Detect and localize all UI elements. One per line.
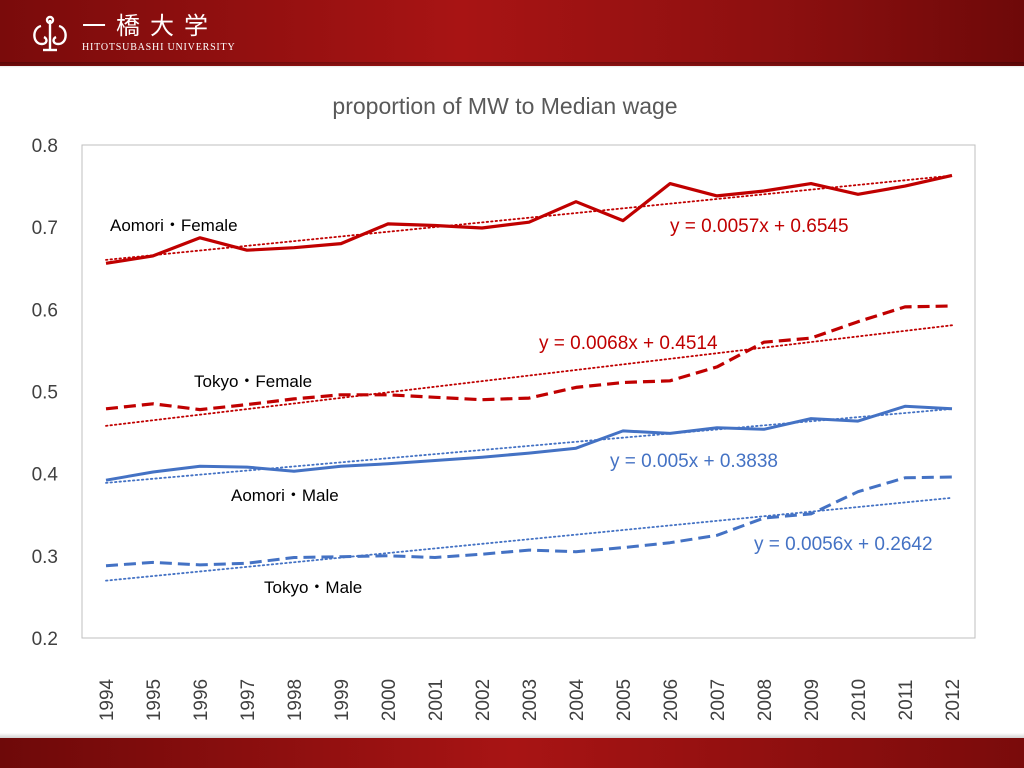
y-tick-label: 0.3 bbox=[32, 547, 58, 568]
x-tick-label: 2005 bbox=[614, 679, 635, 721]
trendline-equation-1: y = 0.0057x + 0.6545 bbox=[670, 216, 849, 237]
hitotsubashi-emblem-icon bbox=[33, 15, 67, 52]
trendline-4 bbox=[105, 496, 953, 582]
trendline-equation-4: y = 0.0056x + 0.2642 bbox=[754, 534, 933, 555]
x-tick-label: 1994 bbox=[97, 678, 118, 721]
plot-area-border bbox=[81, 144, 976, 639]
trendline-1 bbox=[105, 174, 953, 261]
x-tick-label: 2006 bbox=[661, 679, 682, 721]
x-tick-label: 1999 bbox=[332, 679, 353, 721]
y-tick-label: 0.6 bbox=[32, 300, 58, 321]
x-tick-label: 2010 bbox=[849, 679, 870, 721]
x-tick-label: 1998 bbox=[285, 679, 306, 721]
series-line-3 bbox=[105, 404, 953, 482]
header-shadow bbox=[0, 62, 1024, 68]
series-line-1 bbox=[105, 173, 953, 265]
y-tick-label: 0.4 bbox=[32, 465, 59, 486]
x-tick-label: 2011 bbox=[896, 680, 917, 721]
y-tick-label: 0.5 bbox=[32, 383, 58, 404]
trendline-equation-3: y = 0.005x + 0.3838 bbox=[610, 451, 778, 472]
line-chart: 0.8 0.7 0.6 0.5 0.4 0.3 0.2 1994 1995 1996 1997 199… bbox=[32, 136, 976, 721]
chart-title: proportion of MW to Median wage bbox=[332, 93, 678, 119]
header-bar bbox=[0, 0, 1024, 66]
x-tick-label: 2012 bbox=[943, 679, 964, 721]
x-tick-label: 1996 bbox=[191, 679, 212, 721]
x-tick-label: 2008 bbox=[755, 679, 776, 721]
university-name-english: HITOTSUBASHI UNIVERSITY bbox=[82, 42, 236, 53]
y-tick-label: 0.8 bbox=[32, 136, 58, 157]
x-tick-label: 2002 bbox=[473, 679, 494, 721]
series-label-2: Tokyo・Female bbox=[194, 372, 312, 391]
x-tick-label: 2000 bbox=[379, 679, 400, 721]
university-name-japanese: 一橋大学 bbox=[82, 12, 218, 40]
x-tick-label: 2001 bbox=[426, 679, 447, 721]
trendline-3 bbox=[105, 408, 953, 484]
series-line-4 bbox=[105, 475, 953, 568]
y-tick-label: 0.2 bbox=[32, 629, 58, 650]
trendline-equation-2: y = 0.0068x + 0.4514 bbox=[539, 333, 718, 354]
x-tick-label: 1997 bbox=[238, 679, 259, 721]
x-tick-label: 1995 bbox=[144, 679, 165, 721]
x-tick-label: 2007 bbox=[708, 679, 729, 721]
footer-bar bbox=[0, 738, 1024, 768]
x-tick-label: 2003 bbox=[520, 679, 541, 721]
x-tick-label: 2004 bbox=[567, 678, 588, 721]
footer-shadow bbox=[0, 733, 1024, 738]
series-label-1: Aomori・Female bbox=[110, 216, 238, 235]
series-label-3: Aomori・Male bbox=[231, 486, 339, 505]
x-tick-label: 2009 bbox=[802, 679, 823, 721]
series-label-4: Tokyo・Male bbox=[264, 578, 362, 597]
y-tick-label: 0.7 bbox=[32, 218, 58, 239]
series-line-2 bbox=[105, 304, 953, 412]
